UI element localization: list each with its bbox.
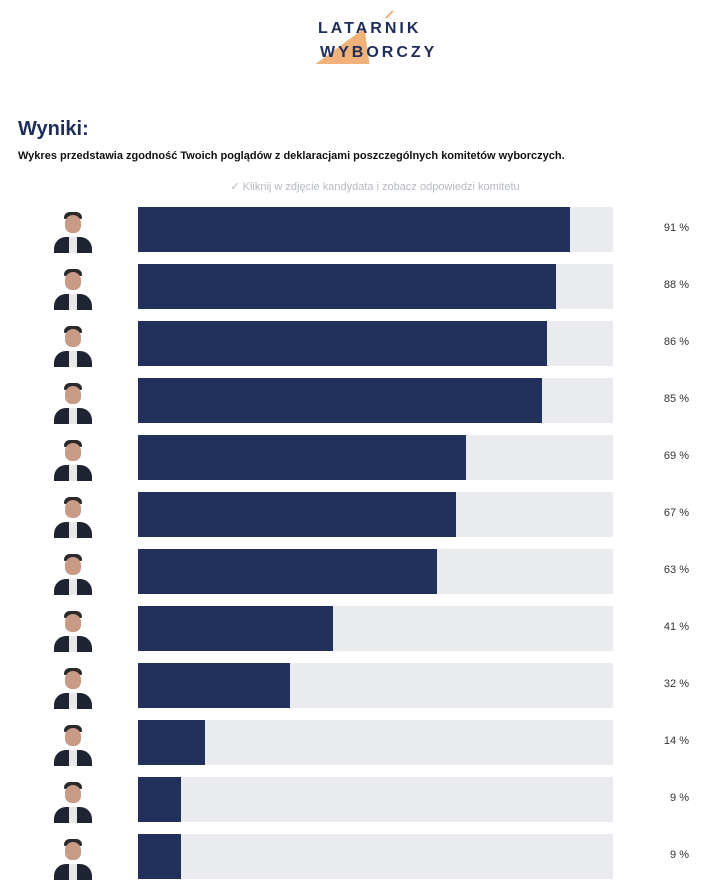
- match-percentage: 88 %: [663, 279, 689, 291]
- match-bar-fill: [138, 606, 333, 651]
- match-bar-track: [138, 264, 613, 309]
- candidate-photo[interactable]: [51, 665, 95, 709]
- match-bar-fill: [138, 834, 181, 879]
- match-bar-track: [138, 777, 613, 822]
- match-bar-fill: [138, 492, 457, 537]
- logo-line-2: WYBORCZY: [320, 44, 438, 61]
- result-row: 85 %: [0, 378, 721, 435]
- person-silhouette-shirt: [69, 237, 77, 253]
- match-percentage: 41 %: [663, 621, 689, 633]
- match-bar-track: [138, 435, 613, 480]
- candidate-photo[interactable]: [51, 266, 95, 310]
- match-bar-fill: [138, 207, 571, 252]
- person-silhouette-head: [65, 671, 81, 689]
- match-percentage: 9 %: [670, 849, 689, 861]
- person-silhouette-shirt: [69, 636, 77, 652]
- match-bar-track: [138, 378, 613, 423]
- person-silhouette-shirt: [69, 294, 77, 310]
- result-row: 14 %: [0, 720, 721, 777]
- logo-line-1: LATARNIK: [318, 20, 422, 37]
- person-silhouette-shirt: [69, 807, 77, 823]
- person-silhouette-shirt: [69, 522, 77, 538]
- person-silhouette-head: [65, 785, 81, 803]
- match-bar-track: [138, 492, 613, 537]
- match-bar-fill: [138, 777, 181, 822]
- result-row: 9 %: [0, 834, 721, 891]
- match-bar-fill: [138, 720, 205, 765]
- person-silhouette-shirt: [69, 408, 77, 424]
- result-row: 69 %: [0, 435, 721, 492]
- results-list: 91 % 88 % 86 % 85 % 69 % 67 % 63 % 41 % 32 % 14 %…: [0, 207, 721, 891]
- candidate-photo[interactable]: [51, 722, 95, 766]
- match-percentage: 9 %: [670, 792, 689, 804]
- click-hint: ✓ Kliknij w zdjęcie kandydata i zobacz o…: [230, 181, 520, 193]
- result-row: 63 %: [0, 549, 721, 606]
- match-bar-fill: [138, 264, 556, 309]
- match-bar-track: [138, 321, 613, 366]
- candidate-photo[interactable]: [51, 608, 95, 652]
- match-percentage: 85 %: [663, 393, 689, 405]
- person-silhouette-head: [65, 272, 81, 290]
- match-percentage: 86 %: [663, 336, 689, 348]
- result-row: 32 %: [0, 663, 721, 720]
- candidate-photo[interactable]: [51, 380, 95, 424]
- latarnik-wyborczy-logo[interactable]: LATARNIK WYBORCZY: [315, 10, 438, 68]
- person-silhouette-head: [65, 443, 81, 461]
- result-row: 67 %: [0, 492, 721, 549]
- match-bar-fill: [138, 435, 466, 480]
- person-silhouette-shirt: [69, 693, 77, 709]
- match-bar-track: [138, 549, 613, 594]
- person-silhouette-shirt: [69, 579, 77, 595]
- result-row: 88 %: [0, 264, 721, 321]
- result-row: 91 %: [0, 207, 721, 264]
- match-percentage: 91 %: [663, 222, 689, 234]
- candidate-photo[interactable]: [51, 323, 95, 367]
- match-bar-track: [138, 663, 613, 708]
- person-silhouette-head: [65, 500, 81, 518]
- candidate-photo[interactable]: [51, 551, 95, 595]
- match-percentage: 67 %: [663, 507, 689, 519]
- match-bar-fill: [138, 663, 290, 708]
- person-silhouette-head: [65, 614, 81, 632]
- candidate-photo[interactable]: [51, 209, 95, 253]
- result-row: 86 %: [0, 321, 721, 378]
- person-silhouette-shirt: [69, 351, 77, 367]
- match-bar-track: [138, 834, 613, 879]
- match-bar-track: [138, 606, 613, 651]
- person-silhouette-shirt: [69, 864, 77, 880]
- person-silhouette-head: [65, 557, 81, 575]
- results-subtitle: Wykres przedstawia zgodność Twoich poglą…: [18, 150, 565, 162]
- result-row: 9 %: [0, 777, 721, 834]
- person-silhouette-head: [65, 329, 81, 347]
- match-bar-track: [138, 720, 613, 765]
- candidate-photo[interactable]: [51, 836, 95, 880]
- person-silhouette-head: [65, 386, 81, 404]
- result-row: 41 %: [0, 606, 721, 663]
- match-percentage: 32 %: [663, 678, 689, 690]
- match-percentage: 69 %: [663, 450, 689, 462]
- match-bar-fill: [138, 321, 547, 366]
- match-bar-fill: [138, 549, 438, 594]
- person-silhouette-head: [65, 728, 81, 746]
- candidate-photo[interactable]: [51, 779, 95, 823]
- person-silhouette-shirt: [69, 750, 77, 766]
- person-silhouette-shirt: [69, 465, 77, 481]
- match-percentage: 63 %: [663, 564, 689, 576]
- results-title: Wyniki:: [18, 118, 89, 140]
- match-bar-track: [138, 207, 613, 252]
- candidate-photo[interactable]: [51, 494, 95, 538]
- person-silhouette-head: [65, 215, 81, 233]
- match-bar-fill: [138, 378, 542, 423]
- match-percentage: 14 %: [663, 735, 689, 747]
- candidate-photo[interactable]: [51, 437, 95, 481]
- person-silhouette-head: [65, 842, 81, 860]
